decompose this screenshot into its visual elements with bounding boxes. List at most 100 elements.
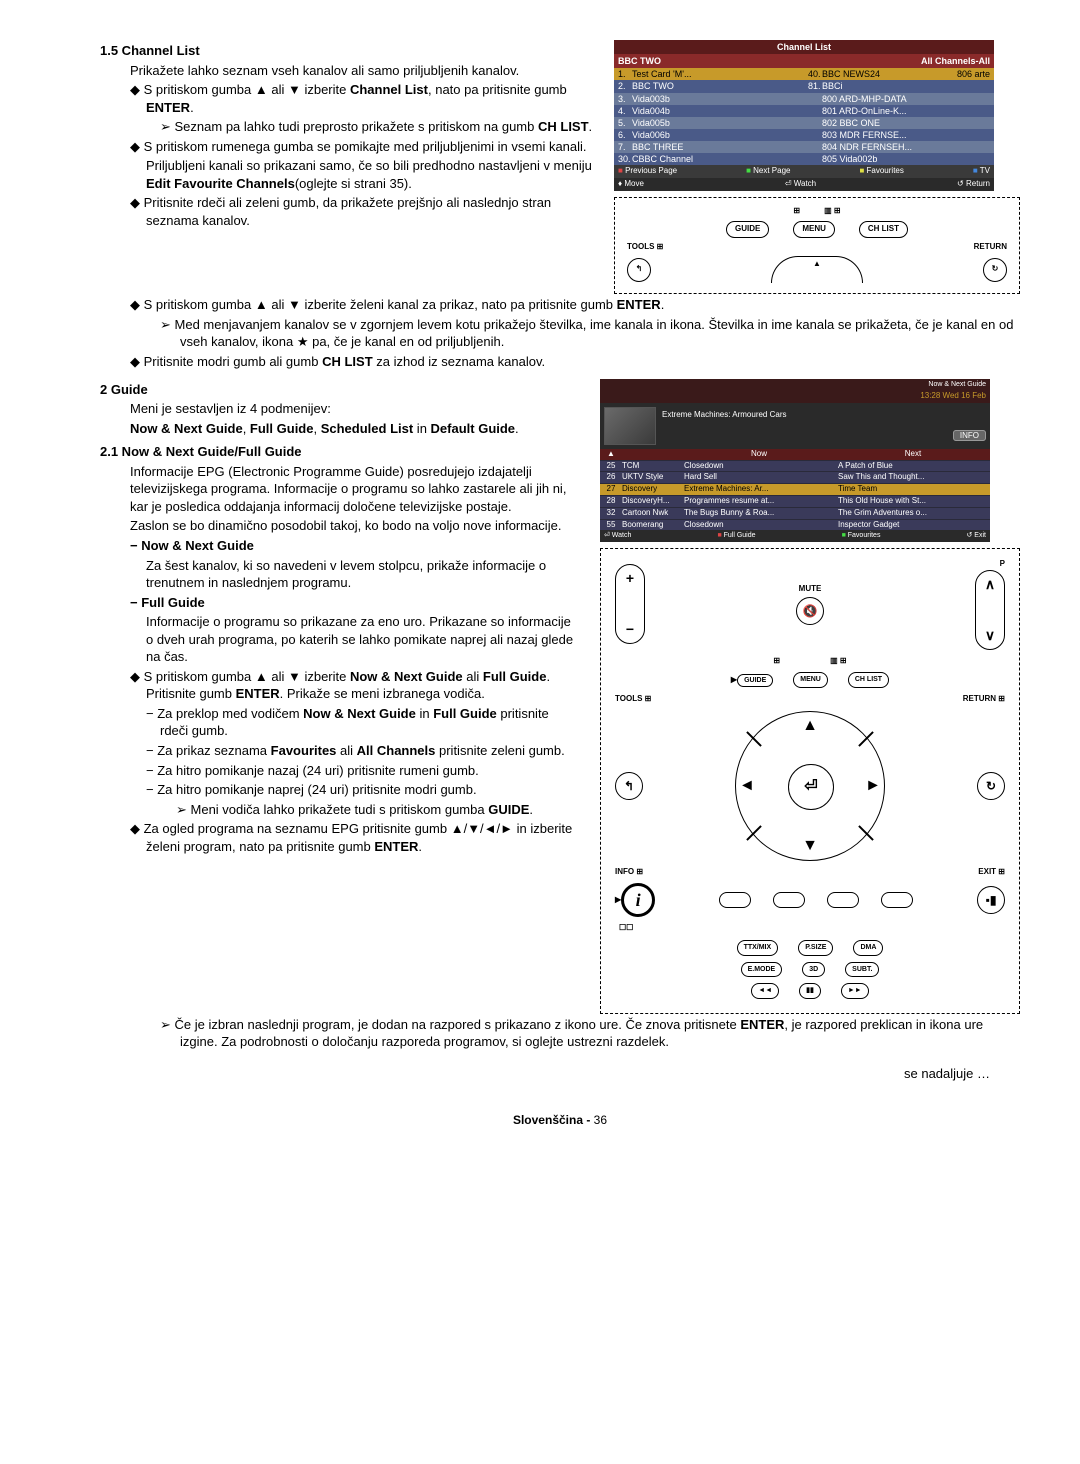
channel-list-illustrations: Channel List BBC TWO All Channels-All 1.…	[614, 40, 1020, 294]
mute-icon: 🔇	[796, 597, 824, 625]
teletext-icon: ☐☐	[619, 923, 633, 934]
list-item: 805 Vida002b	[804, 153, 994, 165]
channel-columns: 1.Test Card 'M'... 2.BBC TWO 3.Vida003b …	[614, 68, 994, 165]
bullet: S pritiskom gumba ▲ ali ▼ izberite Chann…	[130, 81, 594, 116]
heading-1-5: 1.5 Channel List	[100, 42, 594, 60]
para: Now & Next Guide, Full Guide, Scheduled …	[130, 420, 580, 438]
info-label: INFO ⊞	[615, 867, 643, 878]
screenshot-header: BBC TWO All Channels-All	[614, 54, 994, 68]
return-icon: ↻	[983, 258, 1007, 282]
list-item: 801 ARD-OnLine-K...	[804, 105, 994, 117]
remote-row: ▶GUIDE MENU CH LIST	[615, 672, 1005, 687]
para: Za šest kanalov, ki so navedeni v levem …	[146, 557, 580, 592]
chlist-button: CH LIST	[848, 672, 889, 687]
thumbnail-icon	[604, 407, 656, 445]
exit-icon: ▪▮	[977, 886, 1005, 914]
tools-label: TOOLS ⊞	[627, 242, 663, 253]
remote-row: E.MODE 3D SUBT.	[615, 962, 1005, 977]
remote-row: ⊞ ▥ ⊞	[615, 656, 1005, 667]
bullet: Pritisnite rdeči ali zeleni gumb, da pri…	[130, 194, 594, 229]
heading-2-1: 2.1 Now & Next Guide/Full Guide	[100, 443, 580, 461]
guide-button: ▶GUIDE	[731, 675, 773, 686]
remote-row: ↰ ⏎ ▲ ▼ ◄ ► ↻	[615, 711, 1005, 861]
remote-row: ↰ ▲ ↻	[627, 256, 1007, 283]
arrow-down-icon: ▼	[802, 835, 818, 857]
list-item: 5.Vida005b	[614, 117, 804, 129]
note: Če je izbran naslednji program, je dodan…	[160, 1016, 1020, 1051]
guide-illustrations: Now & Next Guide 13:28 Wed 16 Feb Extrem…	[600, 379, 1020, 1014]
para: Meni je sestavljen iz 4 podmenijev:	[130, 400, 580, 418]
dash: Za prikaz seznama Favourites ali All Cha…	[146, 742, 580, 760]
pause-icon: ▮▮	[799, 983, 821, 998]
epg-preview: Extreme Machines: Armoured Cars INFO	[600, 403, 990, 449]
plus-icon: +	[626, 569, 634, 588]
channel-col-right: 40.BBC NEWS24806 arte 81.BBCi 800 ARD-MH…	[804, 68, 994, 165]
remote-row: TOOLS ⊞ RETURN ⊞	[615, 694, 1005, 705]
list-item: 81.BBCi	[804, 80, 994, 92]
note: Med menjavanjem kanalov se v zgornjem le…	[160, 316, 1020, 351]
arrow-left-icon: ◄	[739, 775, 755, 797]
dash: Za hitro pomikanje nazaj (24 uri) pritis…	[146, 762, 580, 780]
section-1-5-text: 1.5 Channel List Prikažete lahko seznam …	[100, 40, 594, 231]
icon: ▥ ⊞	[830, 656, 846, 667]
dma-button: DMA	[853, 940, 883, 955]
3d-button: 3D	[802, 962, 825, 977]
section-2-text: 2 Guide Meni je sestavljen iz 4 podmenij…	[100, 379, 580, 858]
list-item: 1.Test Card 'M'...	[614, 68, 804, 80]
enter-button: ⏎	[788, 764, 834, 810]
para: Priljubljeni kanali so prikazani samo, č…	[146, 157, 594, 192]
section-1-5: 1.5 Channel List Prikažete lahko seznam …	[100, 40, 1020, 294]
red-button	[719, 892, 751, 908]
bullet: S pritiskom gumba ▲ ali ▼ izberite Now &…	[130, 668, 580, 703]
list-item: 7.BBC THREE	[614, 141, 804, 153]
epg-header: ▲ Now Next	[600, 449, 990, 460]
epg-info: Extreme Machines: Armoured Cars INFO	[662, 410, 986, 442]
rewind-icon: ◄◄	[751, 983, 779, 998]
transport-row: ◄◄ ▮▮ ►►	[751, 983, 868, 998]
note: Seznam pa lahko tudi preprosto prikažete…	[160, 118, 594, 136]
page-footer: Slovenščina - 36	[100, 1112, 1020, 1128]
program-rocker: P ∧ ∨	[975, 559, 1005, 650]
blue-button	[881, 892, 913, 908]
info-badge: INFO	[662, 431, 986, 442]
remote-large: + − MUTE 🔇 P ∧ ∨ ⊞ ▥ ⊞	[600, 548, 1020, 1014]
return-icon: ↻	[977, 772, 1005, 800]
para: Informacije EPG (Electronic Programme Gu…	[130, 463, 580, 516]
para: Prikažete lahko seznam vseh kanalov ali …	[130, 62, 594, 80]
dash: Za preklop med vodičem Now & Next Guide …	[146, 705, 580, 740]
subt-button: SUBT.	[845, 962, 879, 977]
heading-2: 2 Guide	[100, 381, 580, 399]
channel-col-left: 1.Test Card 'M'... 2.BBC TWO 3.Vida003b …	[614, 68, 804, 165]
remote-row: INFO ⊞ EXIT ⊞	[615, 867, 1005, 878]
table-row: 55BoomerangClosedownInspector Gadget	[600, 519, 990, 531]
forward-icon: ►►	[841, 983, 869, 998]
mute-block: MUTE 🔇	[796, 584, 824, 625]
screenshot-title: Channel List	[614, 40, 994, 54]
chevron-down-icon: ∨	[985, 626, 995, 645]
remote-row: ⊞ ▥ ⊞	[627, 206, 1007, 217]
legend-bar: ■ Previous Page ■ Next Page ■ Favourites…	[614, 165, 994, 178]
icon: ⊞	[793, 206, 800, 217]
color-buttons	[719, 892, 913, 908]
col-now: Now	[682, 449, 836, 460]
guide-button: GUIDE	[726, 221, 769, 238]
remote-row: GUIDE MENU CH LIST	[627, 221, 1007, 238]
list-item: 4.Vida004b	[614, 105, 804, 117]
channel-group: All Channels-All	[921, 55, 990, 67]
mute-label: MUTE	[799, 584, 822, 595]
bullet: Pritisnite modri gumb ali gumb CH LIST z…	[130, 353, 1020, 371]
bullet: S pritiskom rumenega gumba se pomikajte …	[130, 138, 594, 156]
table-row: 27DiscoveryExtreme Machines: Ar...Time T…	[600, 483, 990, 495]
epg-time: 13:28 Wed 16 Feb	[600, 390, 990, 403]
icon: ⊞	[773, 656, 780, 667]
return-label: RETURN	[974, 242, 1007, 253]
para: Informacije o programu so prikazane za e…	[146, 613, 580, 666]
tools-icon: ↰	[615, 772, 643, 800]
list-item: 3.Vida003b	[614, 93, 804, 105]
yellow-button	[827, 892, 859, 908]
list-item: 2.BBC TWO	[614, 80, 804, 92]
list-item: 800 ARD-MHP-DATA	[804, 93, 994, 105]
emode-button: E.MODE	[741, 962, 783, 977]
bullet: Za ogled programa na seznamu EPG pritisn…	[130, 820, 580, 855]
remote-row: ▶i ▪▮	[615, 883, 1005, 917]
